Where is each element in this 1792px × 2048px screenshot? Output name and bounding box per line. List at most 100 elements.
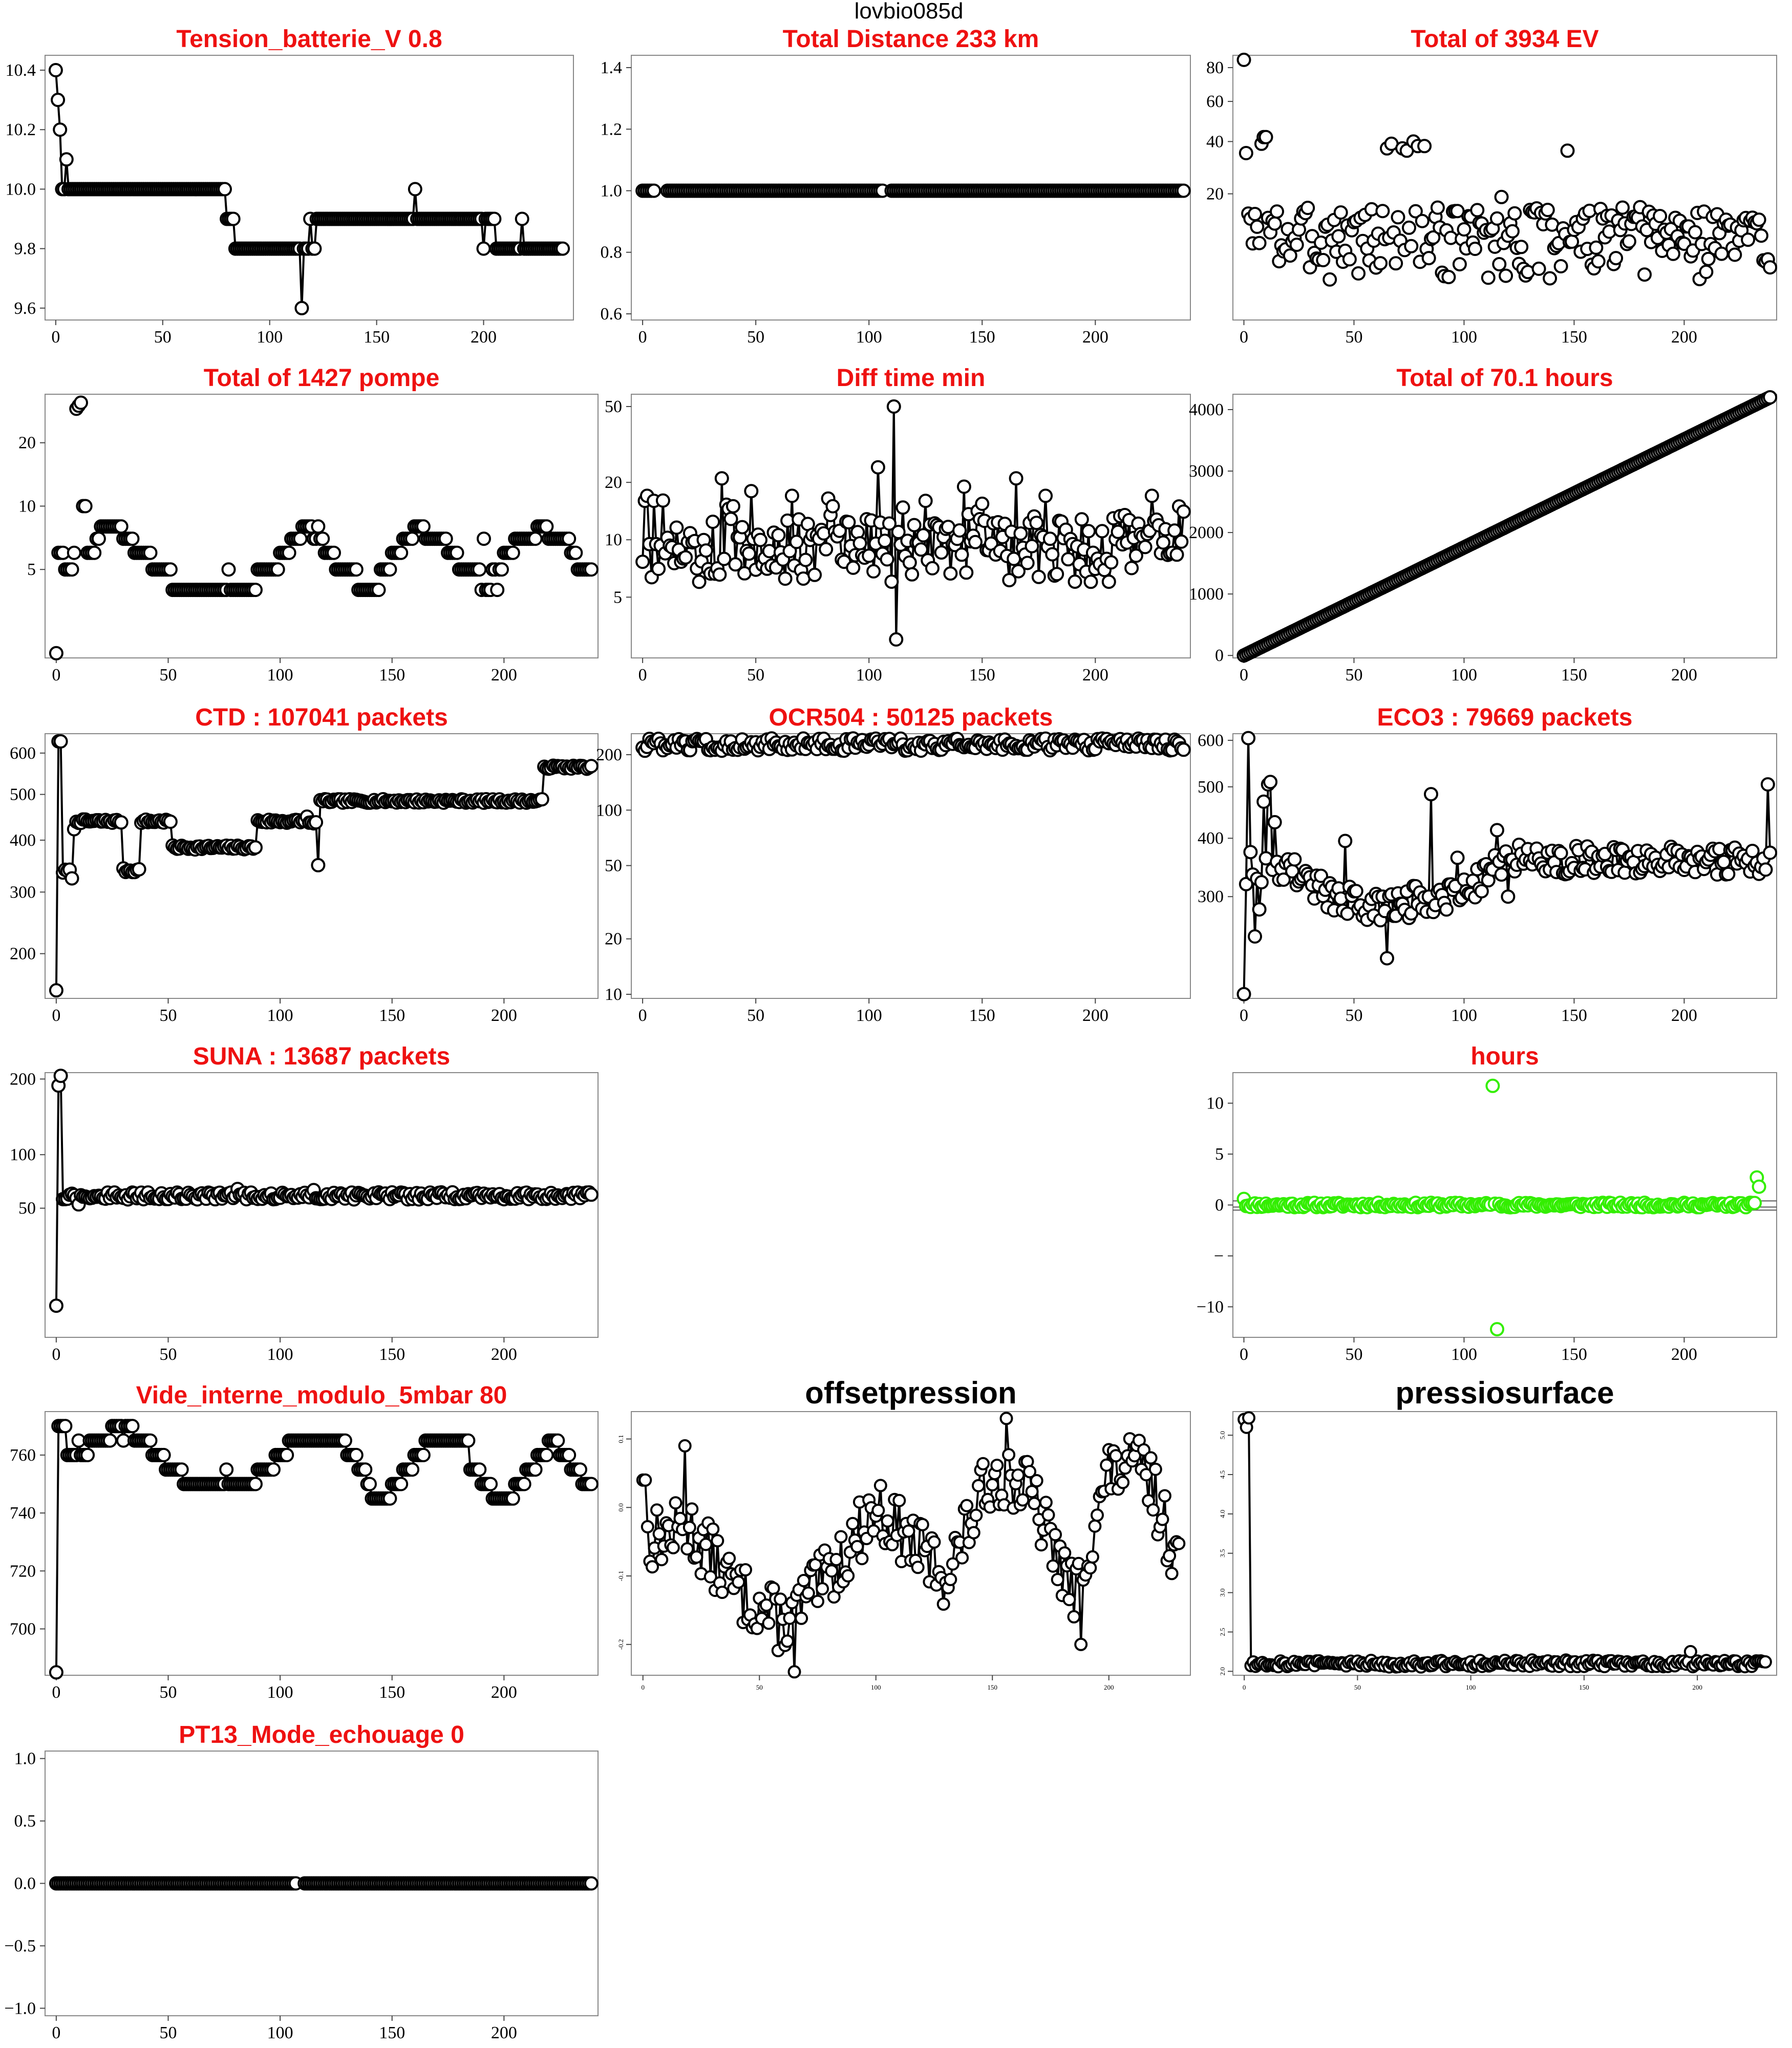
data-point — [1457, 222, 1471, 237]
data-point — [53, 122, 68, 137]
panel-pompe: Total of 1427 pompe 0 50 100 150 200 5 10 20 — [18, 365, 599, 685]
data-point — [1239, 146, 1253, 160]
data-point — [1699, 265, 1714, 279]
data-point — [49, 983, 63, 998]
data-point — [53, 734, 68, 749]
data-point — [771, 528, 786, 543]
data-point — [1270, 204, 1284, 219]
panel-title: Total Distance 233 km — [783, 26, 1039, 53]
y-tick-label: 4.5 — [1219, 1470, 1226, 1479]
data-point — [934, 545, 949, 560]
data-point — [487, 211, 502, 226]
data-point — [1091, 1508, 1104, 1522]
y-tick-label: 1.0 — [601, 182, 623, 201]
x-tick-label: 100 — [1466, 1683, 1476, 1691]
y-tick-label: 400 — [1198, 829, 1224, 848]
data-point — [394, 545, 409, 560]
x-tick-label: 0 — [52, 666, 60, 685]
data-point — [1144, 1451, 1158, 1465]
data-point — [1637, 267, 1652, 282]
x-tick-label: 150 — [969, 1006, 995, 1025]
data-point — [1300, 201, 1315, 215]
data-point — [801, 1586, 815, 1600]
x-tick-label: 200 — [1671, 1006, 1697, 1025]
data-point — [132, 862, 146, 877]
y-tick-label: 10.2 — [6, 120, 36, 139]
data-point — [280, 1447, 294, 1462]
data-point — [685, 1502, 699, 1516]
data-point — [1248, 207, 1262, 221]
data-point — [669, 1496, 682, 1510]
data-point — [174, 1462, 189, 1477]
panel-title: CTD : 107041 packets — [195, 704, 448, 731]
data-point — [783, 1611, 797, 1625]
data-point — [907, 518, 922, 532]
data-point — [741, 546, 756, 561]
data-point — [1404, 239, 1419, 253]
y-tick-label: 2000 — [1189, 523, 1224, 542]
x-tick-label: 150 — [379, 1683, 405, 1702]
data-point — [307, 241, 322, 256]
x-tick-label: 0 — [52, 1345, 60, 1364]
x-tick-label: 50 — [1345, 666, 1362, 685]
x-tick-label: 100 — [856, 328, 882, 347]
data-point — [943, 566, 958, 581]
y-tick-label: 0 — [1215, 1196, 1224, 1215]
data-point — [1158, 1489, 1171, 1503]
data-point — [1083, 1561, 1097, 1575]
y-tick-label: 5 — [27, 560, 36, 579]
data-point — [706, 1522, 720, 1536]
x-tick-label: 0 — [638, 1006, 647, 1025]
figure-title: lovbio085d — [855, 0, 964, 24]
y-tick-label: 20 — [605, 930, 622, 949]
data-point — [1470, 203, 1485, 218]
y-tick-label: 740 — [10, 1504, 36, 1523]
data-point — [1111, 524, 1125, 539]
data-point — [1128, 548, 1143, 563]
data-point — [666, 1541, 680, 1554]
data-point — [483, 1477, 498, 1491]
panel-title: pressiosurface — [1396, 1376, 1614, 1410]
data-point — [650, 1503, 664, 1517]
data-point — [1144, 488, 1159, 503]
data-point — [1514, 240, 1529, 254]
y-tick-label: 0 — [1215, 646, 1224, 665]
data-point — [1095, 524, 1110, 539]
x-tick-label: 50 — [159, 666, 177, 685]
data-point — [1338, 834, 1353, 848]
y-tick-label: 100 — [596, 801, 622, 820]
data-point — [438, 531, 453, 546]
data-point — [1104, 555, 1119, 570]
data-point — [1101, 574, 1116, 589]
x-tick-label: 50 — [154, 328, 172, 347]
data-point — [925, 561, 940, 575]
data-point — [472, 562, 487, 577]
series-line — [643, 1418, 1180, 1672]
data-point — [1045, 547, 1060, 562]
data-point — [1745, 844, 1760, 858]
data-point — [913, 542, 928, 557]
data-point — [1176, 504, 1191, 519]
data-point — [1236, 987, 1251, 1001]
x-tick-label: 0 — [1240, 328, 1248, 347]
data-point — [1408, 204, 1423, 219]
data-point — [477, 531, 491, 546]
x-tick-label: 50 — [159, 1006, 177, 1025]
data-point — [816, 526, 831, 541]
data-point — [1248, 929, 1262, 944]
data-point — [715, 1586, 729, 1599]
data-point — [573, 1462, 587, 1477]
data-point — [1741, 232, 1756, 247]
y-tick-label: 720 — [10, 1562, 36, 1581]
y-tick-label: 2.5 — [1219, 1628, 1226, 1636]
data-point — [309, 815, 324, 829]
y-tick-label: 0.0 — [14, 1874, 36, 1893]
data-point — [49, 1665, 63, 1680]
data-point — [1322, 272, 1337, 287]
x-tick-label: 200 — [491, 1006, 517, 1025]
x-tick-label: 200 — [1692, 1683, 1702, 1691]
data-point — [505, 1491, 520, 1506]
data-point — [1167, 523, 1182, 538]
y-tick-label: 5 — [1215, 1145, 1224, 1164]
data-point — [655, 493, 670, 508]
